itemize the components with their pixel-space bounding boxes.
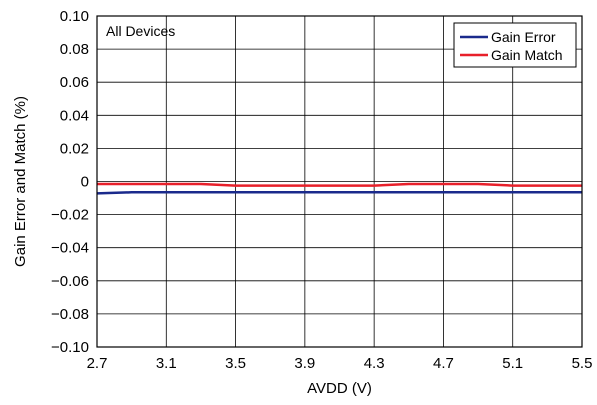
y-tick-label: 0 [81,174,89,191]
grid-lines [96,15,583,348]
legend: Gain Error Gain Match [453,22,577,68]
y-tick-label: −0.04 [51,240,89,257]
y-tick-label: −0.10 [51,339,89,356]
chart-annotation: All Devices [106,23,175,39]
y-tick-label: 0.10 [60,8,89,25]
series-layer [96,182,582,195]
x-tick-label: 3.9 [294,355,315,372]
legend-box [453,22,577,68]
y-tick-label: −0.02 [51,207,89,224]
series-line-gain-match [97,182,582,187]
x-tick-label: 5.1 [502,355,523,372]
y-tick-label: −0.06 [51,273,89,290]
x-tick-label: 3.5 [225,355,246,372]
series-line-gain-error [96,191,582,195]
x-axis-ticks: 2.7 3.1 3.5 3.9 4.3 4.7 5.1 5.5 [87,355,593,372]
y-tick-label: 0.08 [60,41,89,58]
x-tick-label: 4.7 [433,355,454,372]
x-axis-title: AVDD (V) [307,380,372,397]
legend-label-gain-match: Gain Match [491,47,563,63]
x-tick-label: 4.3 [364,355,385,372]
y-axis-ticks: 0.10 0.08 0.06 0.04 0.02 0 −0.02 −0.04 −0.06 −0.0… [51,8,89,356]
y-tick-label: 0.02 [60,140,89,157]
y-tick-label: 0.06 [60,74,89,91]
plot-area-border [96,15,583,348]
x-tick-label: 5.5 [572,355,593,372]
y-axis-title: Gain Error and Match (%) [12,96,29,267]
y-tick-label: 0.04 [60,107,89,124]
x-tick-label: 2.7 [87,355,108,372]
x-tick-label: 3.1 [156,355,177,372]
y-tick-label: −0.08 [51,306,89,323]
legend-label-gain-error: Gain Error [491,29,556,45]
